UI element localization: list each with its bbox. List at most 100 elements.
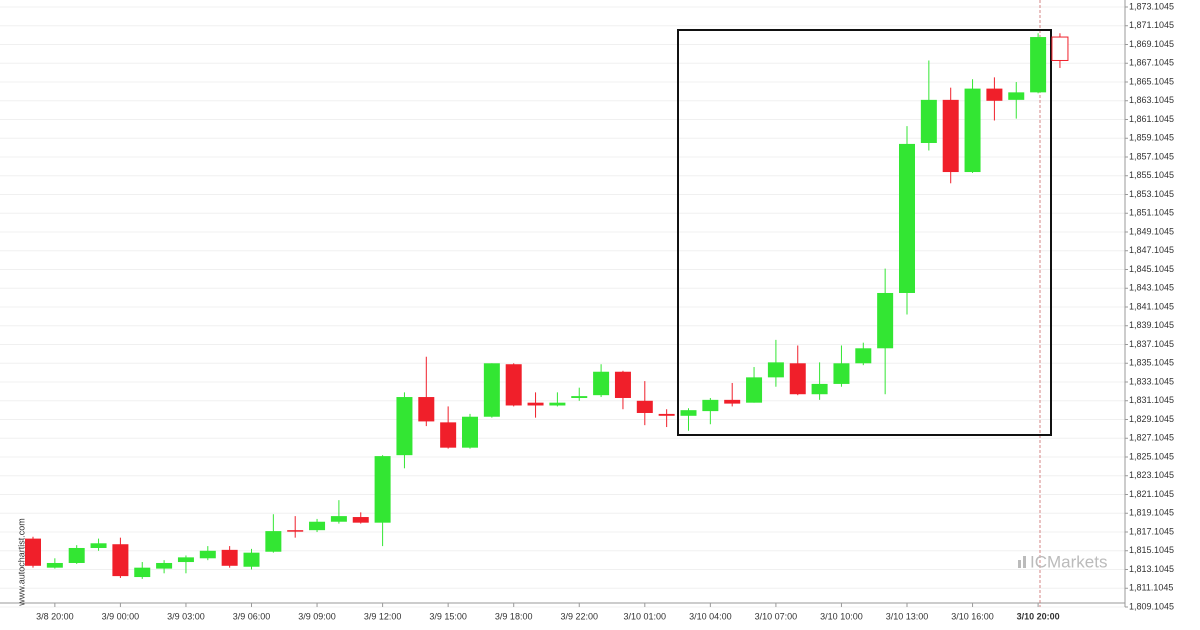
candle-body [221,549,238,566]
candle-body [636,400,653,413]
x-tick-label: 3/10 13:00 [886,611,929,621]
candle-body [265,531,282,552]
candle-body [90,543,107,548]
candle-body [593,371,610,396]
y-tick-label: 1,841.1045 [1129,301,1174,311]
candle-body [746,377,763,403]
candle-body [46,562,63,568]
watermark: www.autochartist.com [16,518,26,607]
candle-body [156,562,173,569]
y-tick-label: 1,861.1045 [1129,114,1174,124]
y-tick-label: 1,867.1045 [1129,58,1174,68]
y-tick-label: 1,811.1045 [1129,583,1173,593]
y-tick-label: 1,813.1045 [1129,564,1174,574]
candle-body [986,88,1003,101]
x-tick-label: 3/8 20:00 [36,611,74,621]
candle-body [134,567,151,578]
candle-body [396,397,413,456]
x-tick-label: 3/10 10:00 [820,611,863,621]
candle-body [68,547,85,563]
candle-body [483,363,500,417]
candle-body [1030,37,1047,93]
candle-body [330,516,347,522]
y-tick-label: 1,869.1045 [1129,39,1174,49]
y-tick-label: 1,825.1045 [1129,451,1174,461]
x-tick-label: 3/9 06:00 [233,611,271,621]
candle-body [287,530,304,532]
logo-bar [1018,560,1021,568]
logo-bars [1018,556,1026,568]
candle-body [964,88,981,173]
x-tick-label: 3/9 09:00 [298,611,336,621]
y-tick-label: 1,849.1045 [1129,226,1174,236]
candle-body [724,399,741,404]
y-tick-label: 1,865.1045 [1129,76,1174,86]
candle-body [440,422,457,448]
x-tick-label: 3/9 00:00 [102,611,140,621]
candle-body [942,99,959,173]
candle-body [527,402,544,406]
x-tick-label: 3/9 18:00 [495,611,533,621]
y-tick-label: 1,845.1045 [1129,264,1174,274]
candle-body [680,410,697,416]
candle-body [920,99,937,143]
candle-body [658,413,675,416]
candle-body [309,521,326,531]
x-tick-label: 3/9 22:00 [560,611,598,621]
y-tick-label: 1,851.1045 [1129,208,1174,218]
candle-body [855,348,872,364]
y-tick-label: 1,847.1045 [1129,245,1174,255]
y-tick-label: 1,821.1045 [1129,489,1174,499]
candle-body [877,292,894,349]
candle-body [549,402,566,406]
candle-body [899,143,915,293]
y-tick-label: 1,831.1045 [1129,395,1174,405]
logo: ICMarkets [1030,552,1107,571]
y-tick-label: 1,827.1045 [1129,433,1174,443]
candle-body [614,371,631,398]
x-tick-label: 3/10 07:00 [755,611,798,621]
x-tick-label: 3/9 15:00 [429,611,467,621]
candle-body [702,399,719,412]
y-tick-label: 1,835.1045 [1129,358,1174,368]
y-tick-label: 1,809.1045 [1129,601,1174,611]
pattern-box [677,29,1052,436]
candle-body [374,456,391,523]
candle-body [767,362,784,378]
candle-body [418,397,435,422]
candle-body [177,557,194,563]
candle-body [199,550,216,559]
candle-body [352,517,369,523]
x-tick-label: 3/10 20:00 [1017,611,1060,621]
x-tick-label: 3/10 16:00 [951,611,994,621]
y-tick-label: 1,873.1045 [1129,1,1174,11]
y-tick-label: 1,855.1045 [1129,170,1174,180]
y-tick-label: 1,839.1045 [1129,320,1174,330]
candle-body [1008,92,1025,100]
y-tick-label: 1,823.1045 [1129,470,1174,480]
candle-body [811,383,828,395]
y-tick-label: 1,871.1045 [1129,20,1174,30]
candle-body [112,544,129,577]
candle-body [243,552,260,567]
x-tick-label: 3/9 03:00 [167,611,205,621]
y-tick-label: 1,819.1045 [1129,508,1174,518]
y-tick-label: 1,837.1045 [1129,339,1174,349]
candle-body [789,363,806,395]
y-tick-label: 1,817.1045 [1129,526,1174,536]
candle-body [833,363,850,384]
y-tick-label: 1,833.1045 [1129,376,1174,386]
candle-body [25,538,41,566]
x-tick-label: 3/9 12:00 [364,611,402,621]
candle-body [505,364,522,406]
candle-body [462,416,478,448]
y-tick-label: 1,829.1045 [1129,414,1174,424]
x-tick-label: 3/10 04:00 [689,611,732,621]
candle-body [1051,36,1069,61]
y-tick-label: 1,843.1045 [1129,283,1174,293]
y-tick-label: 1,857.1045 [1129,151,1174,161]
logo-bar [1023,556,1026,568]
y-tick-label: 1,859.1045 [1129,133,1174,143]
candle-body [571,396,588,398]
